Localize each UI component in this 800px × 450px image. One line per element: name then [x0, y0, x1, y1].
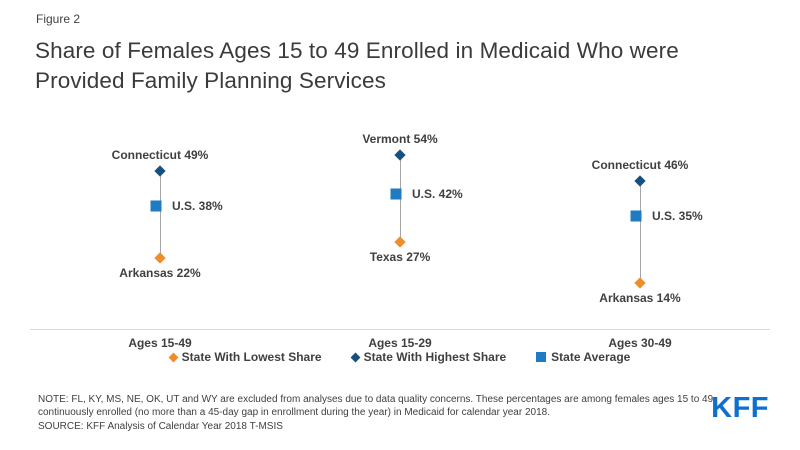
kff-logo: KFF	[711, 392, 769, 424]
highest-share-diamond-icon	[350, 352, 361, 362]
category-label-ages-15-49: Ages 15-49	[128, 336, 192, 350]
marker-state-average-ages-15-29	[390, 188, 402, 200]
range-line-ages-15-49	[159, 171, 161, 258]
source-text: SOURCE: KFF Analysis of Calendar Year 20…	[38, 421, 283, 432]
marker-state-average-ages-30-49	[630, 210, 642, 222]
point-label-connecticut-49-: Connecticut 49%	[111, 148, 209, 163]
legend-item-lowest-share: State With Lowest Share	[168, 350, 322, 364]
lowest-share-diamond-icon	[168, 352, 179, 362]
marker-state-with-lowest-share-ages-15-29	[394, 235, 406, 248]
figure-label: Figure 2	[36, 12, 81, 26]
point-label-vermont-54-: Vermont 54%	[362, 132, 438, 147]
point-label-u-s-42-: U.S. 42%	[412, 186, 463, 201]
marker-state-average-ages-15-49	[150, 200, 162, 212]
marker-state-with-highest-share-ages-15-49	[154, 165, 166, 177]
point-label-u-s-35-: U.S. 35%	[652, 209, 703, 223]
legend-item-highest-share: State With Highest Share	[350, 350, 507, 364]
range-line-ages-30-49	[639, 180, 641, 284]
point-label-arkansas-14-: Arkansas 14%	[599, 291, 681, 306]
marker-state-with-highest-share-ages-15-29	[394, 149, 406, 161]
legend-label-state-average: State Average	[551, 350, 631, 364]
category-label-ages-15-29: Ages 15-29	[368, 336, 432, 350]
category-label-ages-30-49: Ages 30-49	[608, 336, 672, 350]
state-average-square-icon	[536, 352, 547, 362]
point-label-arkansas-22-: Arkansas 22%	[119, 265, 201, 280]
legend-label-lowest-share: State With Lowest Share	[181, 350, 322, 364]
page-title: Share of Females Ages 15 to 49 Enrolled …	[35, 38, 679, 93]
legend-label-highest-share: State With Highest Share	[363, 350, 507, 364]
legend: State With Lowest Share State With Highe…	[0, 350, 800, 364]
point-label-texas-27-: Texas 27%	[369, 249, 431, 264]
point-label-u-s-38-: U.S. 38%	[172, 199, 223, 214]
marker-state-with-lowest-share-ages-30-49	[634, 277, 646, 289]
x-axis-line	[30, 329, 770, 330]
legend-item-state-average: State Average	[536, 350, 630, 364]
point-label-connecticut-46-: Connecticut 46%	[591, 157, 689, 172]
marker-state-with-lowest-share-ages-15-49	[154, 251, 166, 264]
marker-state-with-highest-share-ages-30-49	[634, 175, 646, 187]
note-text: NOTE: FL, KY, MS, NE, OK, UT and WY are …	[38, 394, 714, 418]
